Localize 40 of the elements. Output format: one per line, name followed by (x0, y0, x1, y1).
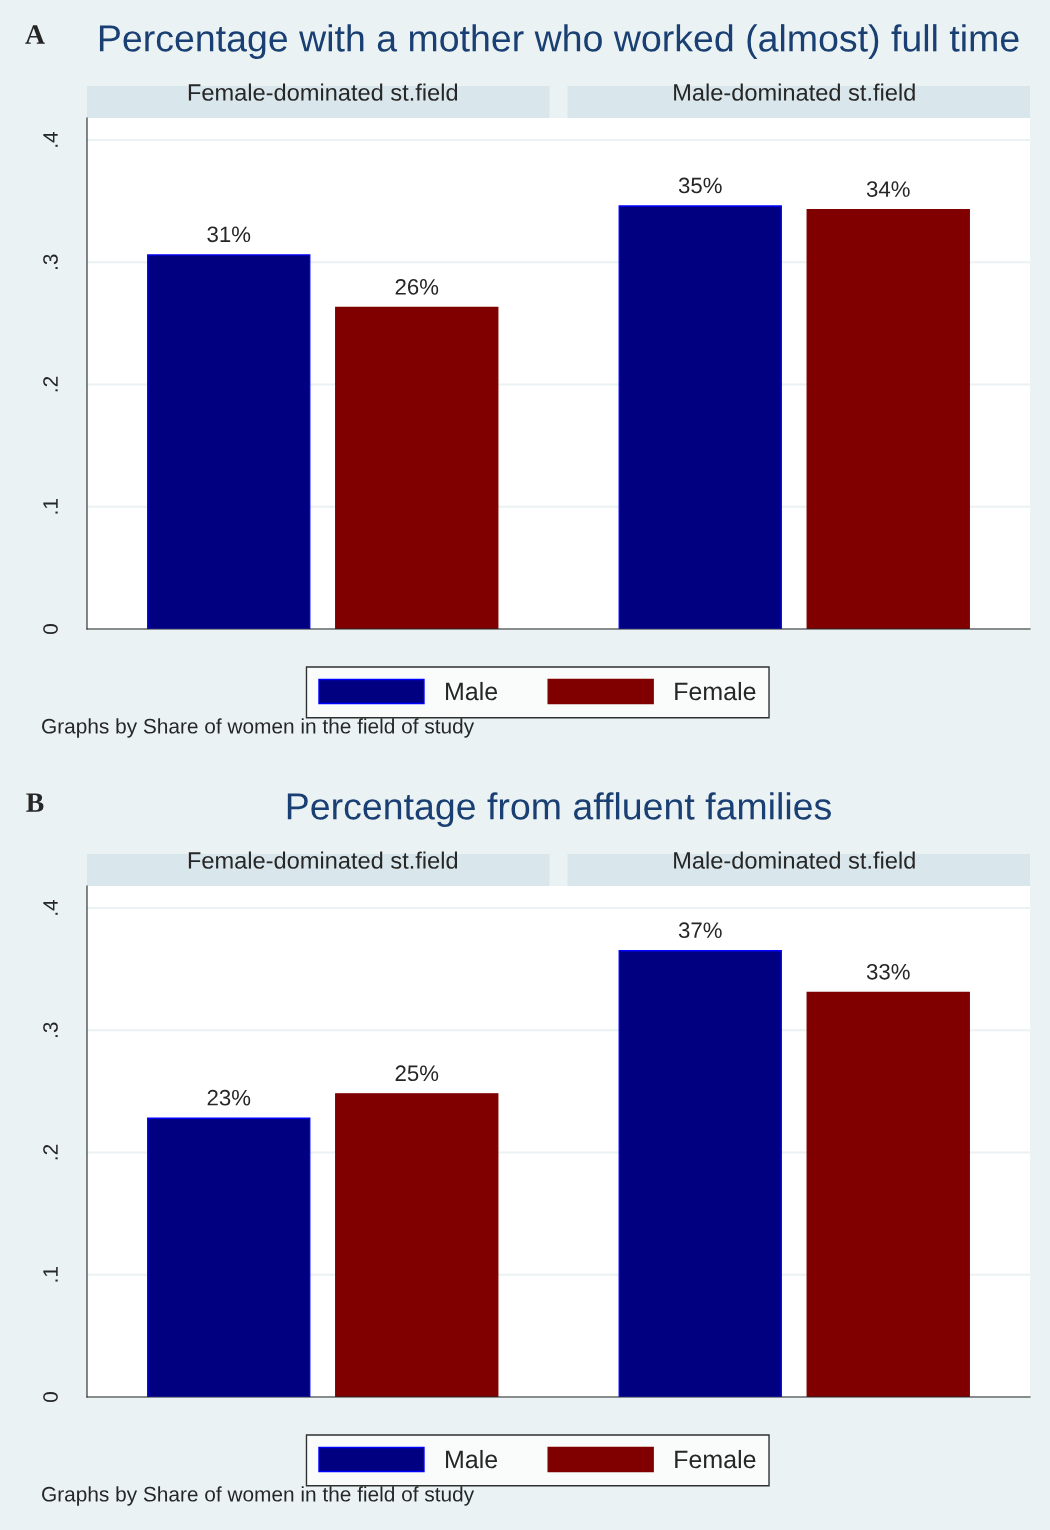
y-tick-label: 0 (43, 1392, 58, 1402)
bar (147, 1117, 311, 1397)
y-tick-label: .2 (43, 376, 58, 392)
y-tick-label: .1 (43, 499, 58, 514)
y-tick-label: .3 (43, 254, 58, 270)
bar (618, 205, 782, 629)
bar (618, 950, 782, 1397)
bar (335, 306, 499, 629)
legend-label: Male (446, 1449, 498, 1469)
y-tick-label: .4 (43, 131, 58, 147)
y-tick-label: .4 (43, 899, 58, 915)
legend-label: Female (675, 1449, 756, 1469)
text: B (26, 793, 44, 812)
chart-title: Percentage with a mother who worked (almost) full time (99, 24, 1019, 60)
legend-label: Female (675, 681, 756, 701)
bar (147, 254, 311, 629)
data-label: 31% (207, 226, 251, 243)
data-label: 25% (395, 1065, 439, 1082)
data-label: 34% (866, 181, 910, 197)
x-tick-label: Male-dominated st.field (674, 851, 915, 869)
chart-title: Percentage from affluent families (287, 792, 831, 828)
x-tick-label: Female-dominated st.field (188, 851, 458, 869)
y-tick-label: .2 (43, 1144, 58, 1160)
data-label: 23% (207, 1089, 251, 1106)
data-label: 35% (678, 177, 722, 194)
y-tick-label: .3 (43, 1022, 58, 1038)
text: Graphs by Share of women in the field of study (42, 1486, 475, 1506)
y-tick-label: 0 (43, 624, 58, 634)
data-label: 33% (866, 963, 910, 980)
bar (806, 208, 970, 629)
bar (335, 1093, 499, 1397)
x-tick-label: Male-dominated st.field (674, 83, 915, 101)
legend-label: Male (446, 681, 498, 701)
data-label: 37% (678, 922, 722, 939)
text: A (25, 25, 45, 44)
bar (806, 991, 970, 1397)
x-tick-label: Female-dominated st.field (188, 83, 458, 101)
text: Graphs by Share of women in the field of study (42, 718, 475, 738)
data-label: 26% (395, 279, 439, 295)
y-tick-label: .1 (43, 1267, 58, 1282)
